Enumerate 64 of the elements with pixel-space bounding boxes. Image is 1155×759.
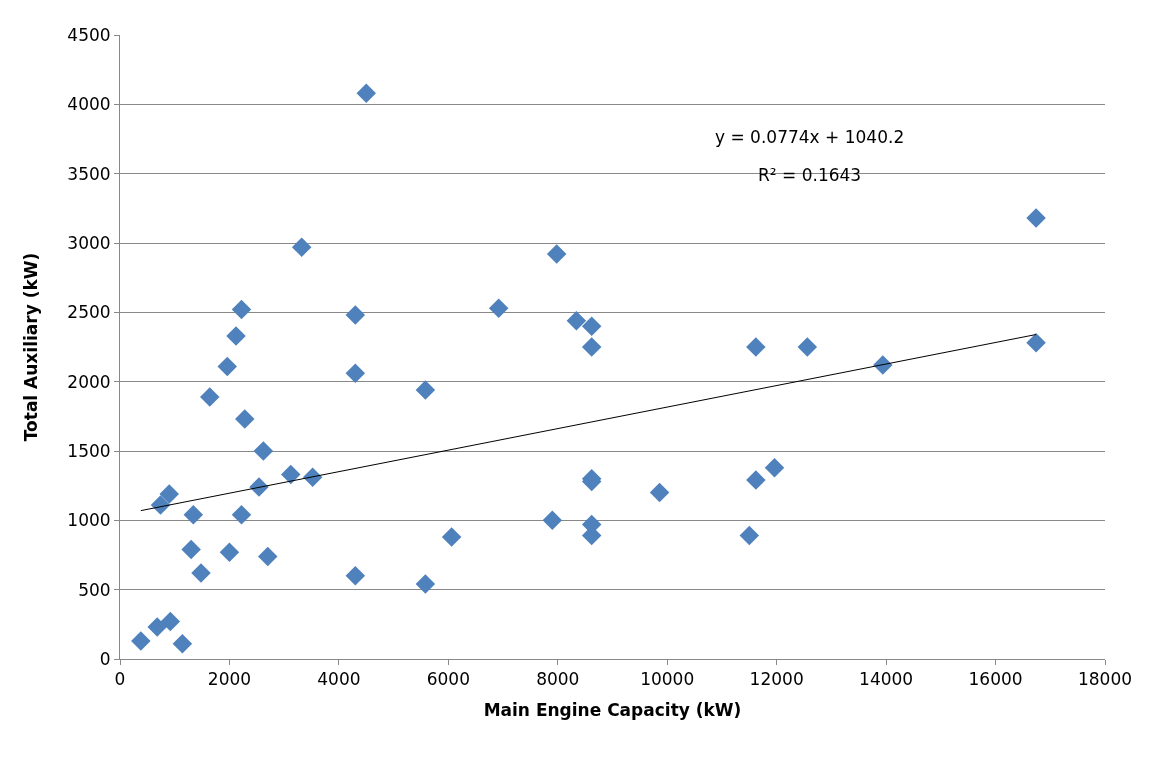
point — [235, 409, 255, 429]
x-tick-label: 6000 — [426, 669, 470, 690]
point — [345, 305, 366, 325]
point — [739, 525, 760, 546]
y-tick-label: 4000 — [67, 94, 111, 115]
x-tick-label: 0 — [114, 669, 126, 690]
point — [131, 631, 151, 651]
point — [488, 298, 509, 318]
point — [1026, 333, 1046, 353]
y-tick-label: 500 — [78, 579, 111, 600]
x-tick-label: 4000 — [317, 669, 361, 690]
point — [797, 337, 818, 357]
x-tick-label: 14000 — [859, 669, 914, 690]
y-tick-label: 4500 — [67, 24, 111, 45]
point — [199, 387, 220, 407]
point — [160, 611, 181, 632]
point — [280, 464, 301, 485]
point — [441, 527, 462, 547]
point — [345, 566, 366, 586]
point — [291, 237, 312, 257]
point — [1026, 208, 1046, 228]
point — [415, 574, 436, 594]
point — [566, 310, 587, 331]
point — [581, 316, 602, 336]
x-axis-title: Main Engine Capacity (kW) — [483, 699, 742, 720]
y-tick-label: 3500 — [67, 163, 111, 184]
point — [181, 539, 201, 560]
point — [191, 563, 211, 583]
point — [172, 634, 193, 654]
y-tick-label: 2500 — [67, 302, 111, 323]
annotation: R² = 0.1643 — [758, 165, 862, 185]
annotation: y = 0.0774x + 1040.2 — [715, 127, 905, 147]
point — [546, 244, 567, 264]
point — [415, 380, 436, 400]
y-tick-label: 2000 — [67, 371, 111, 392]
point — [764, 457, 785, 478]
point — [147, 617, 167, 637]
point — [217, 356, 238, 377]
point — [231, 505, 252, 525]
point — [219, 542, 240, 562]
point — [649, 482, 670, 503]
y-tick-label: 0 — [99, 648, 111, 669]
y-tick-label: 1000 — [67, 510, 111, 531]
point — [226, 326, 246, 346]
x-tick-label: 8000 — [536, 669, 580, 690]
x-tick-label: 12000 — [749, 669, 804, 690]
point — [542, 510, 563, 531]
point — [581, 337, 602, 357]
point — [258, 546, 278, 567]
point — [345, 363, 366, 384]
x-tick-label: 2000 — [207, 669, 252, 690]
x-tick-label: 18000 — [1077, 669, 1133, 690]
y-tick-label: 3000 — [67, 232, 111, 253]
point — [159, 484, 179, 504]
y-tick-label: 1500 — [67, 440, 111, 461]
x-tick-label: 16000 — [968, 669, 1023, 690]
y-axis-title: Total Auxiliary (kW) — [20, 252, 41, 442]
point — [746, 337, 766, 357]
point — [231, 299, 252, 320]
point — [253, 441, 274, 461]
x-tick-label: 10000 — [640, 669, 695, 690]
point — [746, 470, 766, 490]
point — [183, 505, 204, 525]
point — [356, 83, 376, 103]
